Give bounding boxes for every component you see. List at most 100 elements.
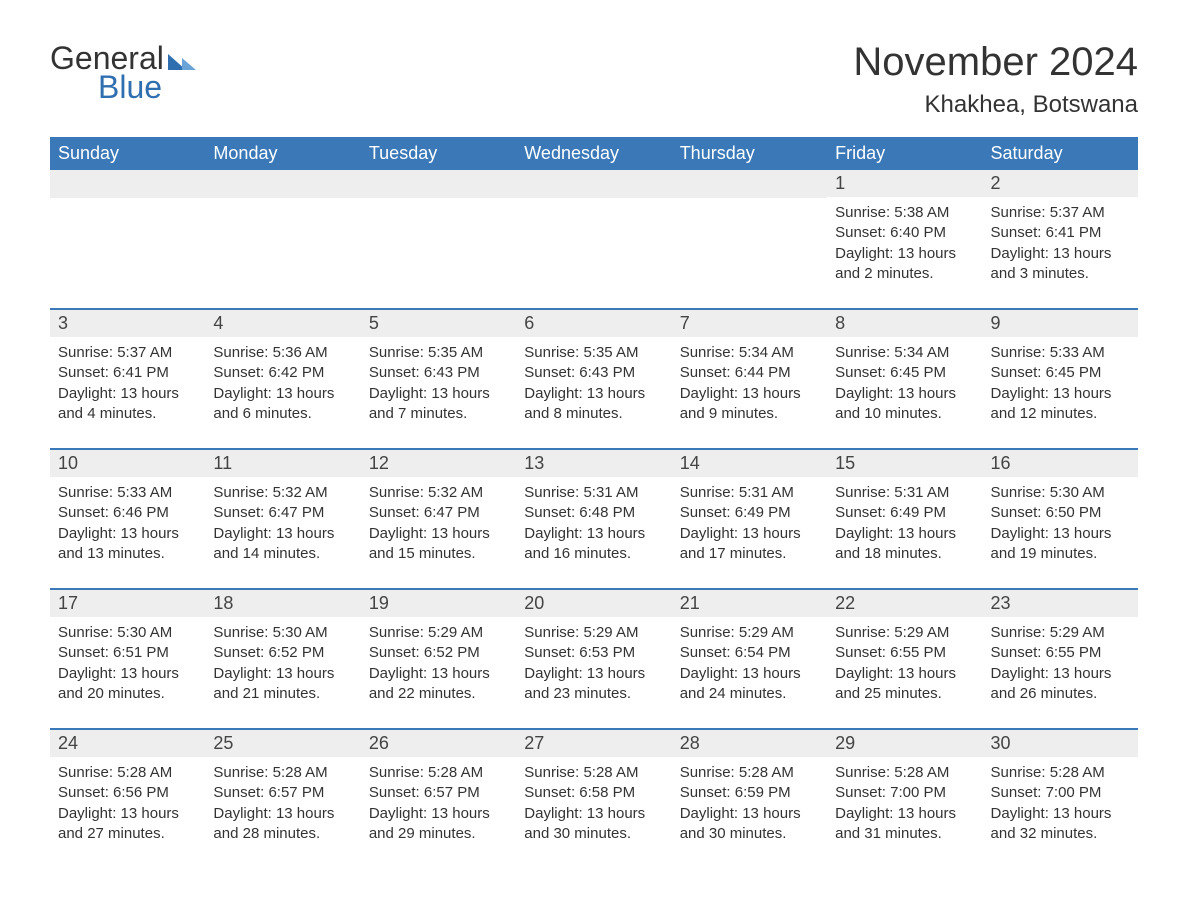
day-content: Sunrise: 5:31 AMSunset: 6:49 PMDaylight:…: [827, 477, 982, 564]
daylight-text: Daylight: 13 hours and 17 minutes.: [680, 524, 819, 565]
sunrise-text: Sunrise: 5:31 AM: [680, 483, 819, 503]
sunrise-text: Sunrise: 5:37 AM: [58, 343, 197, 363]
day-number: 18: [205, 588, 360, 617]
day-number: 20: [516, 588, 671, 617]
day-content: Sunrise: 5:31 AMSunset: 6:48 PMDaylight:…: [516, 477, 671, 564]
sunset-text: Sunset: 7:00 PM: [991, 783, 1130, 803]
sunrise-text: Sunrise: 5:34 AM: [680, 343, 819, 363]
daylight-text: Daylight: 13 hours and 7 minutes.: [369, 384, 508, 425]
sunset-text: Sunset: 6:54 PM: [680, 643, 819, 663]
header: General Blue November 2024 Khakhea, Bots…: [50, 40, 1138, 119]
sunrise-text: Sunrise: 5:28 AM: [524, 763, 663, 783]
sunset-text: Sunset: 6:51 PM: [58, 643, 197, 663]
sunrise-text: Sunrise: 5:29 AM: [524, 623, 663, 643]
daylight-text: Daylight: 13 hours and 32 minutes.: [991, 804, 1130, 845]
day-number: 7: [672, 308, 827, 337]
week-row: 17Sunrise: 5:30 AMSunset: 6:51 PMDayligh…: [50, 588, 1138, 728]
daylight-text: Daylight: 13 hours and 19 minutes.: [991, 524, 1130, 565]
day-cell: 7 Sunrise: 5:34 AMSunset: 6:44 PMDaylight…: [672, 308, 827, 448]
day-number: 4: [205, 308, 360, 337]
calendar-table: Sunday Monday Tuesday Wednesday Thursday…: [50, 137, 1138, 868]
day-cell: [205, 170, 360, 308]
day-content: Sunrise: 5:30 AMSunset: 6:50 PMDaylight:…: [983, 477, 1138, 564]
dow-thursday: Thursday: [672, 137, 827, 170]
sunset-text: Sunset: 6:47 PM: [213, 503, 352, 523]
daylight-text: Daylight: 13 hours and 9 minutes.: [680, 384, 819, 425]
daylight-text: Daylight: 13 hours and 31 minutes.: [835, 804, 974, 845]
day-number: 8: [827, 308, 982, 337]
day-cell: 15Sunrise: 5:31 AMSunset: 6:49 PMDayligh…: [827, 448, 982, 588]
day-cell: 25Sunrise: 5:28 AMSunset: 6:57 PMDayligh…: [205, 728, 360, 868]
sunrise-text: Sunrise: 5:28 AM: [835, 763, 974, 783]
day-content: Sunrise: 5:28 AMSunset: 6:58 PMDaylight:…: [516, 757, 671, 844]
day-cell: 28Sunrise: 5:28 AMSunset: 6:59 PMDayligh…: [672, 728, 827, 868]
day-cell: 19Sunrise: 5:29 AMSunset: 6:52 PMDayligh…: [361, 588, 516, 728]
sunrise-text: Sunrise: 5:32 AM: [213, 483, 352, 503]
day-number-bar-empty: [516, 170, 671, 198]
day-number: 23: [983, 588, 1138, 617]
sunrise-text: Sunrise: 5:31 AM: [524, 483, 663, 503]
day-content: Sunrise: 5:29 AMSunset: 6:52 PMDaylight:…: [361, 617, 516, 704]
day-number-bar-empty: [361, 170, 516, 198]
daylight-text: Daylight: 13 hours and 30 minutes.: [680, 804, 819, 845]
day-number-bar-empty: [50, 170, 205, 198]
daylight-text: Daylight: 13 hours and 15 minutes.: [369, 524, 508, 565]
day-cell: 3Sunrise: 5:37 AMSunset: 6:41 PMDaylight…: [50, 308, 205, 448]
daylight-text: Daylight: 13 hours and 14 minutes.: [213, 524, 352, 565]
day-cell: 24Sunrise: 5:28 AMSunset: 6:56 PMDayligh…: [50, 728, 205, 868]
sunset-text: Sunset: 6:57 PM: [369, 783, 508, 803]
daylight-text: Daylight: 13 hours and 25 minutes.: [835, 664, 974, 705]
day-cell: 10Sunrise: 5:33 AMSunset: 6:46 PMDayligh…: [50, 448, 205, 588]
day-content: Sunrise: 5:29 AMSunset: 6:55 PMDaylight:…: [983, 617, 1138, 704]
day-content: Sunrise: 5:28 AMSunset: 7:00 PMDaylight:…: [983, 757, 1138, 844]
day-content: Sunrise: 5:28 AMSunset: 6:56 PMDaylight:…: [50, 757, 205, 844]
day-cell: 18Sunrise: 5:30 AMSunset: 6:52 PMDayligh…: [205, 588, 360, 728]
daylight-text: Daylight: 13 hours and 16 minutes.: [524, 524, 663, 565]
sunset-text: Sunset: 6:45 PM: [991, 363, 1130, 383]
sunset-text: Sunset: 6:59 PM: [680, 783, 819, 803]
day-number: 14: [672, 448, 827, 477]
day-number: 19: [361, 588, 516, 617]
day-number: 6: [516, 308, 671, 337]
day-number: 30: [983, 728, 1138, 757]
day-cell: 8Sunrise: 5:34 AMSunset: 6:45 PMDaylight…: [827, 308, 982, 448]
dow-tuesday: Tuesday: [361, 137, 516, 170]
sunrise-text: Sunrise: 5:31 AM: [835, 483, 974, 503]
sunrise-text: Sunrise: 5:33 AM: [58, 483, 197, 503]
daylight-text: Daylight: 13 hours and 3 minutes.: [991, 244, 1130, 285]
day-number: 5: [361, 308, 516, 337]
day-content: Sunrise: 5:35 AMSunset: 6:43 PMDaylight:…: [516, 337, 671, 424]
day-cell: 16Sunrise: 5:30 AMSunset: 6:50 PMDayligh…: [983, 448, 1138, 588]
title-block: November 2024 Khakhea, Botswana: [853, 40, 1138, 119]
sunset-text: Sunset: 6:47 PM: [369, 503, 508, 523]
day-number: 16: [983, 448, 1138, 477]
daylight-text: Daylight: 13 hours and 29 minutes.: [369, 804, 508, 845]
daylight-text: Daylight: 13 hours and 12 minutes.: [991, 384, 1130, 425]
day-cell: 27Sunrise: 5:28 AMSunset: 6:58 PMDayligh…: [516, 728, 671, 868]
sunrise-text: Sunrise: 5:38 AM: [835, 203, 974, 223]
sunset-text: Sunset: 6:55 PM: [835, 643, 974, 663]
sunrise-text: Sunrise: 5:35 AM: [524, 343, 663, 363]
day-cell: [516, 170, 671, 308]
day-cell: 14Sunrise: 5:31 AMSunset: 6:49 PMDayligh…: [672, 448, 827, 588]
logo-text-blue: Blue: [98, 69, 162, 106]
sunrise-text: Sunrise: 5:34 AM: [835, 343, 974, 363]
day-number: 2: [983, 170, 1138, 197]
daylight-text: Daylight: 13 hours and 10 minutes.: [835, 384, 974, 425]
sunrise-text: Sunrise: 5:30 AM: [58, 623, 197, 643]
sunset-text: Sunset: 6:42 PM: [213, 363, 352, 383]
sunset-text: Sunset: 6:52 PM: [369, 643, 508, 663]
sunrise-text: Sunrise: 5:28 AM: [991, 763, 1130, 783]
sunset-text: Sunset: 6:44 PM: [680, 363, 819, 383]
sunrise-text: Sunrise: 5:29 AM: [369, 623, 508, 643]
sunrise-text: Sunrise: 5:36 AM: [213, 343, 352, 363]
week-row: 3Sunrise: 5:37 AMSunset: 6:41 PMDaylight…: [50, 308, 1138, 448]
day-cell: 22Sunrise: 5:29 AMSunset: 6:55 PMDayligh…: [827, 588, 982, 728]
sunrise-text: Sunrise: 5:29 AM: [680, 623, 819, 643]
day-content: Sunrise: 5:33 AMSunset: 6:45 PMDaylight:…: [983, 337, 1138, 424]
logo: General Blue: [50, 40, 196, 106]
day-content: Sunrise: 5:28 AMSunset: 6:57 PMDaylight:…: [205, 757, 360, 844]
day-content: Sunrise: 5:33 AMSunset: 6:46 PMDaylight:…: [50, 477, 205, 564]
day-number: 25: [205, 728, 360, 757]
dow-wednesday: Wednesday: [516, 137, 671, 170]
